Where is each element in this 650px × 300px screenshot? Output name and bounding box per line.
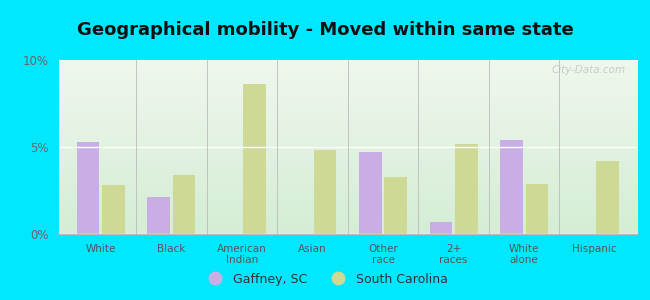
Bar (526, 184, 548, 234)
Bar (455, 143, 478, 234)
Bar (102, 185, 125, 234)
Text: City-Data.com: City-Data.com (551, 65, 625, 75)
Bar (359, 152, 382, 234)
Bar (500, 140, 523, 234)
Bar (384, 177, 407, 234)
Legend: Gaffney, SC, South Carolina: Gaffney, SC, South Carolina (198, 268, 452, 291)
Bar (243, 84, 266, 234)
Bar (173, 175, 196, 234)
Bar (77, 142, 99, 234)
Text: Geographical mobility - Moved within same state: Geographical mobility - Moved within sam… (77, 21, 573, 39)
Bar (596, 161, 619, 234)
Bar (430, 222, 452, 234)
Bar (314, 151, 337, 234)
Bar (148, 197, 170, 234)
